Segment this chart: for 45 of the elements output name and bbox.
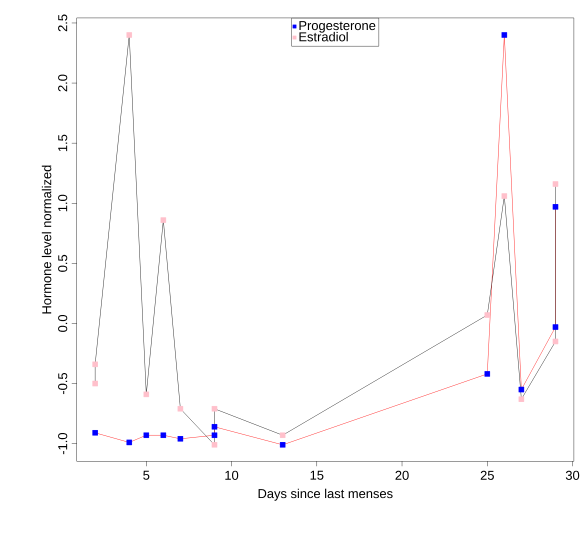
legend-label: Estradiol xyxy=(299,32,348,42)
x-tick-label: 10 xyxy=(225,470,238,480)
point xyxy=(552,324,558,330)
y-tick-label: 1.0 xyxy=(58,194,68,212)
x-tick-label: 5 xyxy=(143,470,150,480)
point xyxy=(212,442,218,448)
y-tick-label: 0.0 xyxy=(58,314,68,332)
point xyxy=(212,406,218,412)
x-tick-label: 25 xyxy=(480,470,494,480)
y-tick-label: -0.5 xyxy=(58,372,68,394)
point xyxy=(126,32,132,38)
point xyxy=(502,193,508,199)
point xyxy=(178,406,184,412)
point xyxy=(484,312,490,318)
point xyxy=(552,181,558,187)
x-tick-label: 15 xyxy=(310,470,324,480)
y-tick-label: -1.0 xyxy=(58,432,68,454)
x-axis-title: Days since last menses xyxy=(258,488,393,501)
y-tick-label: 1.5 xyxy=(58,134,68,152)
point xyxy=(178,436,184,442)
point xyxy=(160,217,166,223)
y-tick-label: 0.5 xyxy=(58,254,68,272)
point xyxy=(502,32,508,38)
point xyxy=(212,432,218,438)
point xyxy=(92,362,98,368)
point xyxy=(144,392,150,398)
point xyxy=(280,432,286,438)
x-tick-label: 20 xyxy=(396,470,409,480)
point xyxy=(126,440,132,446)
legend-label: Progesterone xyxy=(299,21,376,33)
y-tick-label: 2.0 xyxy=(58,74,68,92)
point xyxy=(552,338,558,344)
point xyxy=(144,432,150,438)
point xyxy=(518,386,524,392)
y-axis-title: Hormone level normalized xyxy=(42,166,52,314)
point xyxy=(92,380,98,386)
point xyxy=(160,432,166,438)
point xyxy=(92,430,98,436)
point xyxy=(484,371,490,377)
point xyxy=(518,396,524,402)
y-tick-label: 2.5 xyxy=(58,14,68,32)
point xyxy=(212,424,218,430)
x-tick-label: 30 xyxy=(566,470,580,480)
point xyxy=(280,442,286,448)
point xyxy=(552,204,558,210)
